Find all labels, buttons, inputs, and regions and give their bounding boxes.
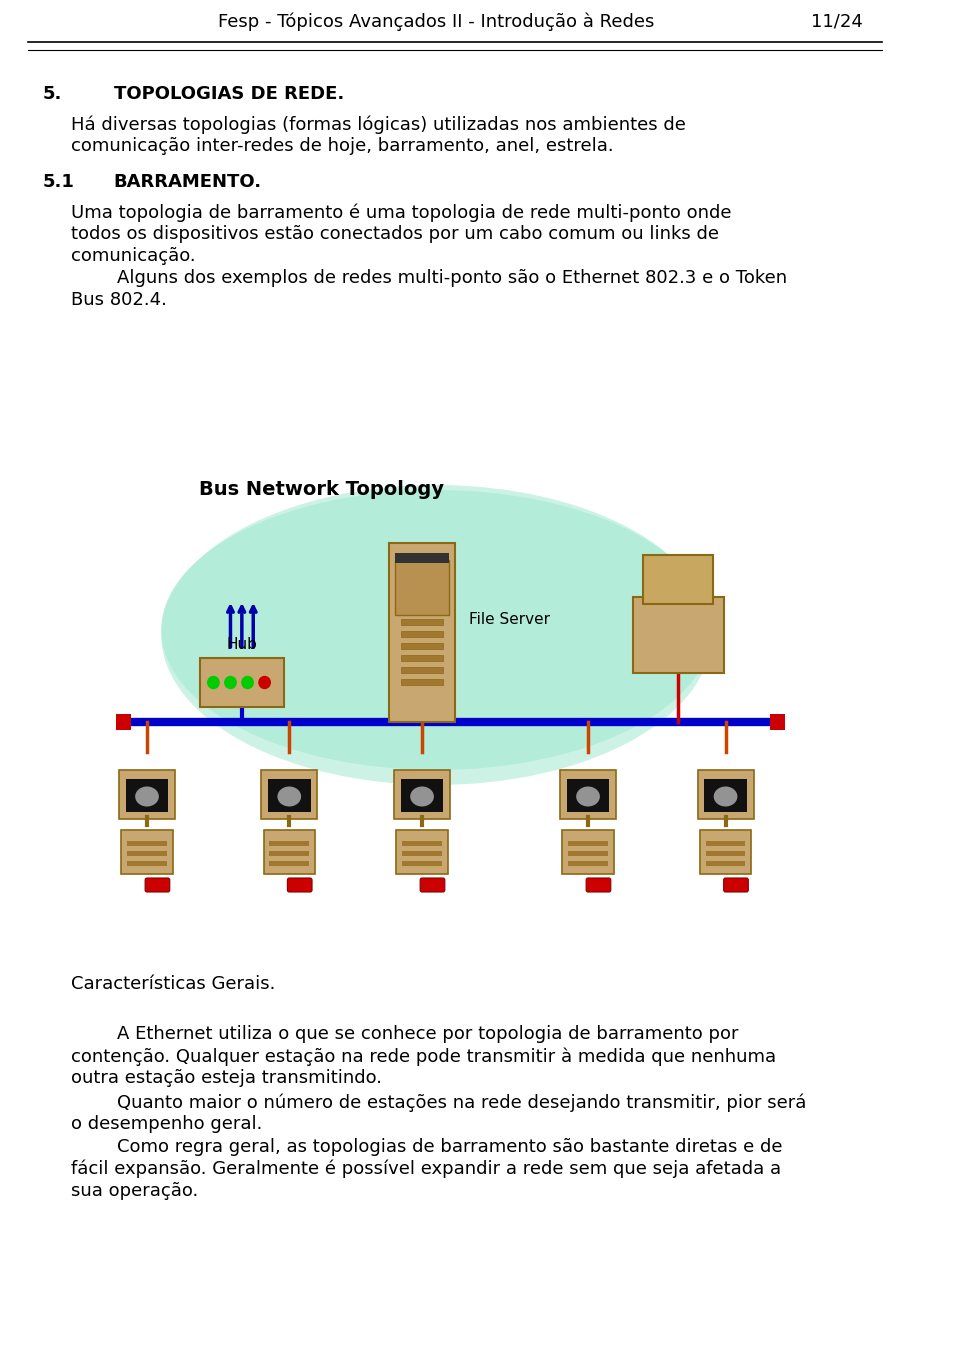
- Text: File Server: File Server: [469, 612, 550, 627]
- FancyBboxPatch shape: [390, 543, 455, 722]
- Text: BARRAMENTO.: BARRAMENTO.: [114, 173, 262, 190]
- Text: outra estação esteja transmitindo.: outra estação esteja transmitindo.: [71, 1069, 382, 1087]
- Bar: [705, 779, 747, 812]
- Bar: [395, 560, 449, 615]
- FancyBboxPatch shape: [95, 471, 778, 811]
- Text: Há diversas topologias (formas lógicas) utilizadas nos ambientes de: Há diversas topologias (formas lógicas) …: [71, 116, 686, 133]
- FancyBboxPatch shape: [643, 555, 713, 604]
- Text: sua operação.: sua operação.: [71, 1182, 199, 1200]
- FancyBboxPatch shape: [394, 770, 450, 819]
- Text: todos os dispositivos estão conectados por um cabo comum ou links de: todos os dispositivos estão conectados p…: [71, 224, 719, 243]
- Text: Alguns dos exemplos de redes multi-ponto são o Ethernet 802.3 e o Token: Alguns dos exemplos de redes multi-ponto…: [71, 269, 787, 287]
- FancyBboxPatch shape: [563, 830, 613, 874]
- Bar: [568, 851, 608, 855]
- Text: 5.: 5.: [42, 84, 62, 103]
- Text: Uma topologia de barramento é uma topologia de rede multi-ponto onde: Uma topologia de barramento é uma topolo…: [71, 203, 732, 222]
- Bar: [402, 840, 442, 846]
- Bar: [568, 861, 608, 866]
- Text: comunicação inter-redes de hoje, barramento, anel, estrela.: comunicação inter-redes de hoje, barrame…: [71, 137, 613, 155]
- Bar: [401, 666, 443, 673]
- Text: Hub: Hub: [227, 636, 257, 651]
- Bar: [402, 851, 442, 855]
- FancyBboxPatch shape: [698, 770, 754, 819]
- Bar: [401, 643, 443, 649]
- Text: Características Gerais.: Características Gerais.: [71, 975, 276, 993]
- Text: Bus 802.4.: Bus 802.4.: [71, 291, 167, 309]
- Bar: [568, 840, 608, 846]
- Text: Fesp - Tópicos Avançados II - Introdução à Redes: Fesp - Tópicos Avançados II - Introdução…: [218, 12, 655, 31]
- Text: Como regra geral, as topologias de barramento são bastante diretas e de: Como regra geral, as topologias de barra…: [71, 1138, 782, 1156]
- FancyBboxPatch shape: [396, 830, 447, 874]
- Bar: [402, 861, 442, 866]
- Bar: [401, 619, 443, 626]
- Bar: [706, 840, 746, 846]
- Bar: [400, 779, 444, 812]
- FancyBboxPatch shape: [700, 830, 751, 874]
- Circle shape: [242, 676, 253, 688]
- Circle shape: [259, 676, 271, 688]
- FancyBboxPatch shape: [420, 879, 444, 892]
- Bar: [401, 631, 443, 636]
- Circle shape: [207, 676, 219, 688]
- Ellipse shape: [410, 786, 434, 806]
- Text: Bus Network Topology: Bus Network Topology: [199, 480, 444, 499]
- Text: 11/24: 11/24: [811, 14, 863, 31]
- Bar: [127, 840, 167, 846]
- Ellipse shape: [161, 486, 711, 785]
- FancyBboxPatch shape: [287, 879, 312, 892]
- Ellipse shape: [161, 490, 711, 770]
- FancyBboxPatch shape: [633, 597, 724, 673]
- Ellipse shape: [576, 786, 600, 806]
- Bar: [116, 714, 131, 730]
- Text: o desempenho geral.: o desempenho geral.: [71, 1115, 262, 1133]
- Text: Quanto maior o número de estações na rede desejando transmitir, pior será: Quanto maior o número de estações na red…: [71, 1093, 806, 1111]
- Bar: [270, 840, 309, 846]
- Bar: [126, 779, 168, 812]
- FancyBboxPatch shape: [724, 879, 748, 892]
- Ellipse shape: [277, 786, 301, 806]
- Bar: [395, 554, 449, 563]
- Bar: [270, 851, 309, 855]
- Bar: [770, 714, 785, 730]
- Text: comunicação.: comunicação.: [71, 248, 196, 265]
- FancyBboxPatch shape: [121, 830, 173, 874]
- Ellipse shape: [135, 786, 158, 806]
- Bar: [268, 779, 311, 812]
- FancyBboxPatch shape: [119, 770, 175, 819]
- FancyBboxPatch shape: [200, 658, 284, 707]
- Bar: [401, 679, 443, 685]
- Bar: [706, 861, 746, 866]
- FancyBboxPatch shape: [587, 879, 611, 892]
- FancyBboxPatch shape: [145, 879, 170, 892]
- Bar: [706, 851, 746, 855]
- Bar: [127, 861, 167, 866]
- Bar: [566, 779, 610, 812]
- Text: TOPOLOGIAS DE REDE.: TOPOLOGIAS DE REDE.: [114, 84, 344, 103]
- Bar: [401, 656, 443, 661]
- FancyBboxPatch shape: [560, 770, 616, 819]
- Circle shape: [225, 676, 236, 688]
- Text: A Ethernet utiliza o que se conhece por topologia de barramento por: A Ethernet utiliza o que se conhece por …: [71, 1025, 738, 1043]
- Bar: [270, 861, 309, 866]
- Text: contenção. Qualquer estação na rede pode transmitir à medida que nenhuma: contenção. Qualquer estação na rede pode…: [71, 1047, 777, 1065]
- Text: fácil expansão. Geralmente é possível expandir a rede sem que seja afetada a: fácil expansão. Geralmente é possível ex…: [71, 1160, 781, 1179]
- Bar: [127, 851, 167, 855]
- Text: 5.1: 5.1: [42, 173, 75, 190]
- Ellipse shape: [713, 786, 737, 806]
- FancyBboxPatch shape: [264, 830, 315, 874]
- FancyBboxPatch shape: [261, 770, 317, 819]
